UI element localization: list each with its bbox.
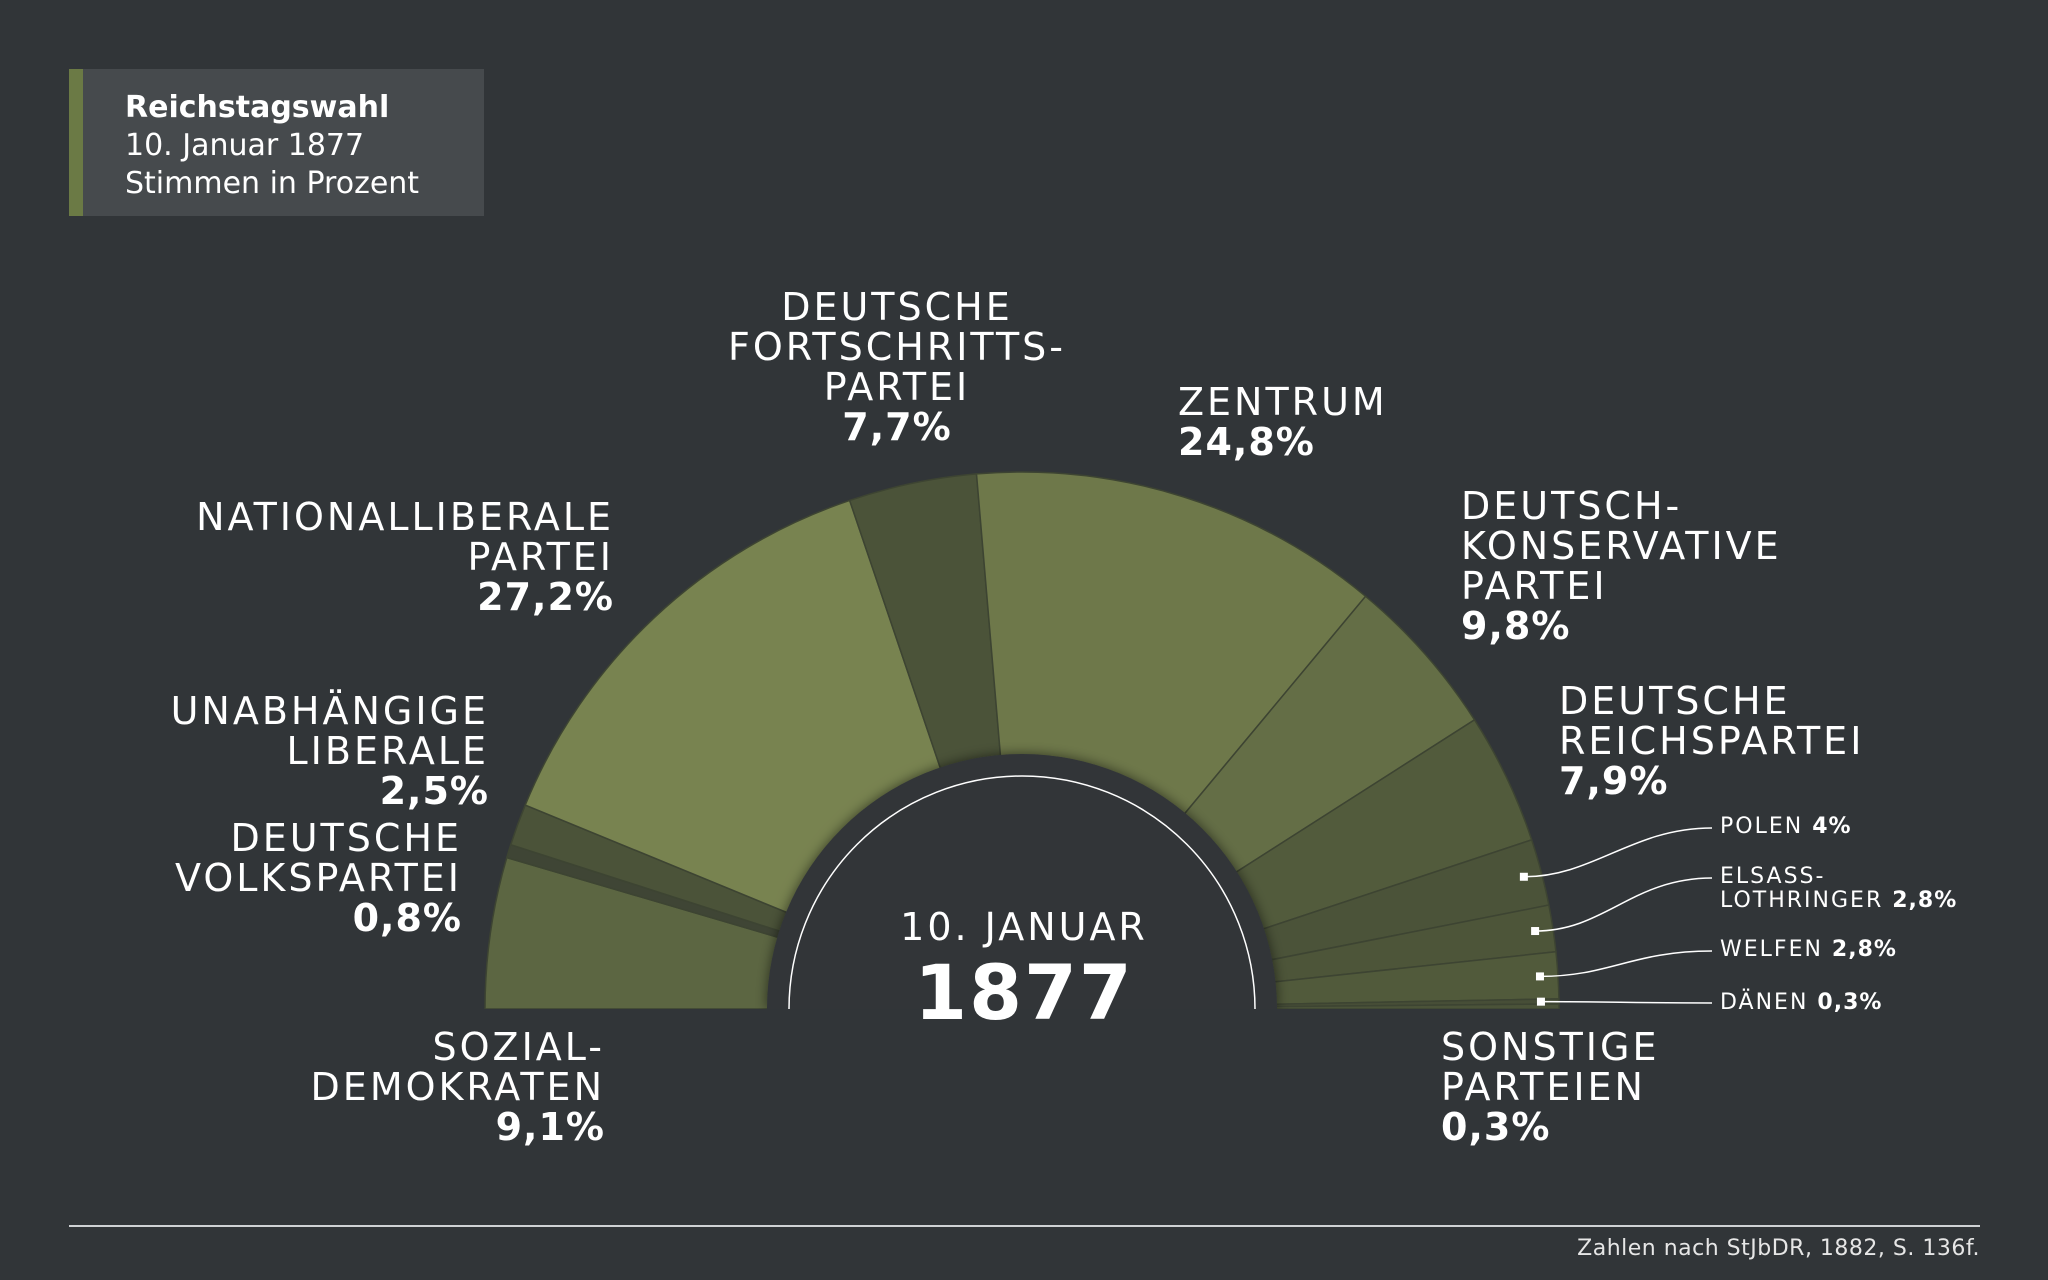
slice-name-line: ZENTRUM [1178, 380, 1388, 424]
slice-name: DÄNEN [1720, 990, 1809, 1015]
chart-title: Reichstagswahl [125, 90, 390, 125]
slice-value-label: 2,8% [1892, 888, 1958, 913]
leader-lines [1519, 827, 1713, 1006]
slice-name-line: SONSTIGE [1441, 1025, 1660, 1069]
slice-name-line: FORTSCHRITTS- [727, 325, 1067, 369]
label-nationalliberale-partei: NATIONALLIBERALE PARTEI 27,2% [196, 497, 614, 617]
title-box: Reichstagswahl 10. Januar 1877 Stimmen i… [69, 69, 484, 216]
slice-value-label: 0,8% [352, 896, 462, 940]
leader-line-11 [1540, 1000, 1713, 1004]
slices-group [484, 471, 1560, 1010]
slice-name-line: REICHSPARTEI [1559, 719, 1865, 763]
slice-name: WELFEN [1720, 937, 1823, 962]
slice-value-label: 7,7% [842, 405, 952, 449]
slice-value-label: 0,3% [1441, 1105, 1551, 1149]
label-daenen: DÄNEN 0,3% [1720, 991, 1882, 1015]
slice-value-label: 9,8% [1461, 604, 1571, 648]
slice-name-line: DEUTSCHE [230, 816, 462, 860]
leader-marker-10 [1535, 972, 1544, 981]
leader-marker-8 [1519, 872, 1528, 881]
leader-marker-11 [1536, 997, 1545, 1006]
slice-name-line: LOTHRINGER [1720, 888, 1884, 913]
leader-marker-9 [1531, 927, 1540, 936]
slice-name-line: UNABHÄNGIGE [170, 689, 489, 733]
label-deutsche-reichspartei: DEUTSCHE REICHSPARTEI 7,9% [1559, 681, 1864, 801]
label-elsass-lothringer: ELSASS- LOTHRINGER 2,8% [1720, 865, 1957, 913]
slice-name-line: NATIONALLIBERALE [196, 495, 614, 539]
slice-name-line: VOLKSPARTEI [175, 856, 462, 900]
label-zentrum: ZENTRUM 24,8% [1178, 382, 1388, 462]
slice-name-line: PARTEI [467, 535, 614, 579]
hub-ring [788, 775, 1256, 1010]
center-date-label: 10. JANUAR [900, 905, 1148, 949]
slice-name-line: ELSASS- [1720, 864, 1826, 889]
label-welfen: WELFEN 2,8% [1720, 938, 1897, 962]
chart-date: 10. Januar 1877 [125, 128, 365, 163]
slice-value-label: 27,2% [477, 575, 614, 619]
slice-value-label: 4% [1812, 814, 1852, 839]
slice-name-line: LIBERALE [286, 729, 489, 773]
center-year-label: 1877 [914, 948, 1134, 1037]
label-polen: POLEN 4% [1720, 815, 1852, 839]
slice-value-label: 24,8% [1178, 420, 1315, 464]
slice-name-line: SOZIAL- [432, 1025, 605, 1069]
slice-name-line: PARTEIEN [1441, 1065, 1646, 1109]
label-sonstige-parteien: SONSTIGE PARTEIEN 0,3% [1441, 1027, 1659, 1147]
slice-name-line: DEUTSCHE [781, 285, 1013, 329]
label-deutsche-volkspartei: DEUTSCHE VOLKSPARTEI 0,8% [175, 818, 462, 938]
slice-name-line: DEMOKRATEN [310, 1065, 605, 1109]
slice-name: POLEN [1720, 814, 1804, 839]
label-deutsche-fortschrittspartei: DEUTSCHE FORTSCHRITTS- PARTEI 7,7% [697, 287, 1097, 447]
slice-name-line: PARTEI [1461, 564, 1608, 608]
source-footnote: Zahlen nach StJbDR, 1882, S. 136f. [1577, 1236, 1980, 1261]
slice-name-line: DEUTSCH- [1461, 484, 1683, 528]
slice-name-line: PARTEI [823, 365, 971, 409]
slice-value-label: 2,8% [1831, 937, 1897, 962]
leader-line-9 [1535, 877, 1713, 932]
label-unabhaengige-liberale: UNABHÄNGIGE LIBERALE 2,5% [171, 691, 489, 811]
hub-disc [767, 754, 1277, 1009]
footer-divider [69, 1225, 1980, 1227]
slice-value-label: 9,1% [495, 1105, 605, 1149]
label-deutschkonservative-partei: DEUTSCH- KONSERVATIVE PARTEI 9,8% [1461, 486, 1782, 646]
slice-name-line: DEUTSCHE [1559, 679, 1791, 723]
leader-line-8 [1523, 827, 1713, 878]
leader-line-10 [1539, 950, 1713, 978]
slice-value-label: 2,5% [379, 769, 489, 813]
slice-value-label: 7,9% [1559, 759, 1669, 803]
label-sozialdemokraten: SOZIAL- DEMOKRATEN 9,1% [311, 1027, 605, 1147]
slice-value-label: 0,3% [1817, 990, 1883, 1015]
center-hub [465, 754, 1579, 1049]
baseline-cover [465, 1009, 1579, 1049]
chart-subtitle: Stimmen in Prozent [125, 166, 420, 201]
slice-name-line: KONSERVATIVE [1461, 524, 1782, 568]
